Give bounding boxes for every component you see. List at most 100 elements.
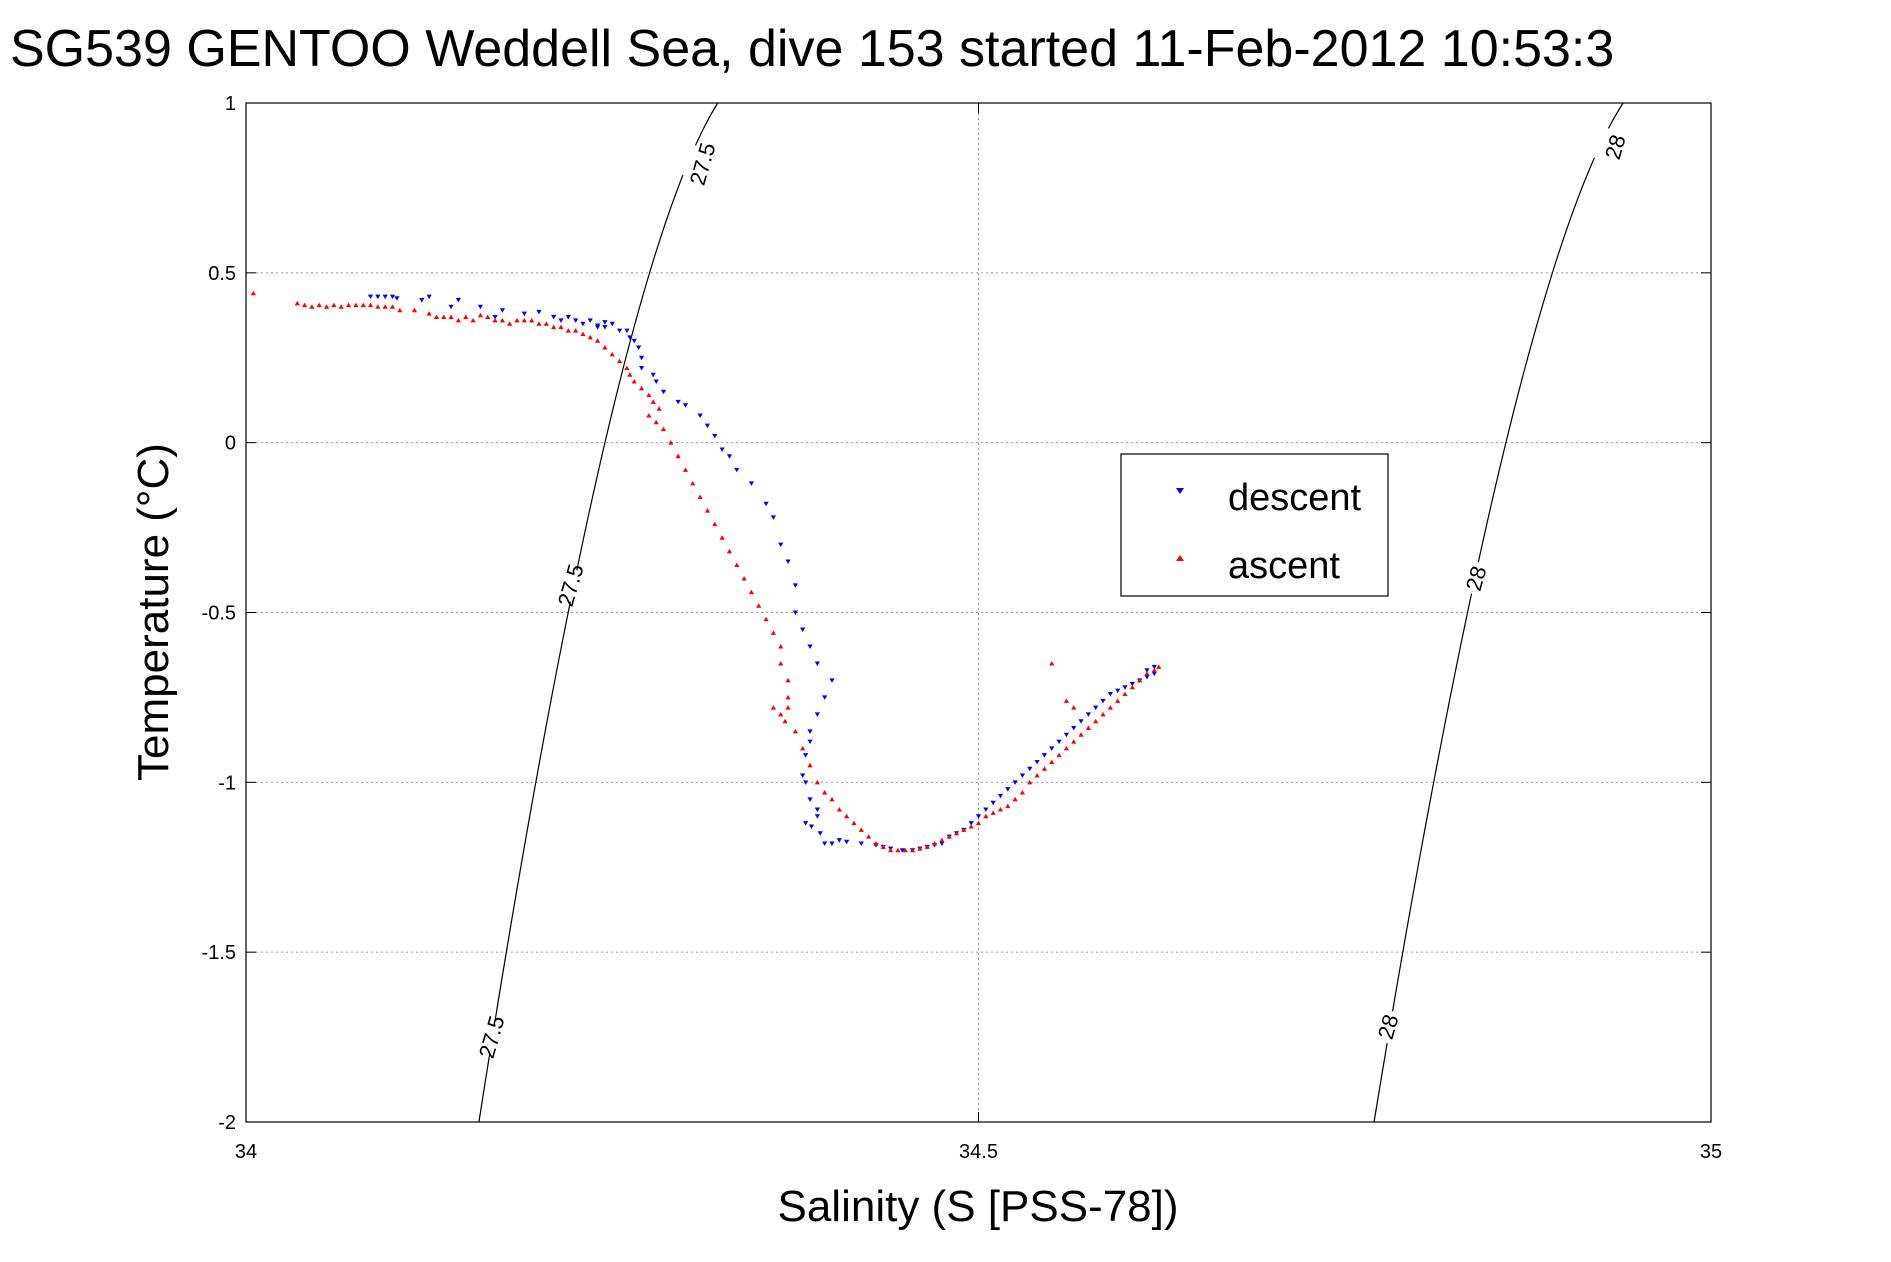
descent-point: [394, 296, 400, 301]
ascent-point: [485, 314, 491, 319]
descent-point: [1151, 664, 1157, 670]
ascent-point: [507, 321, 513, 326]
descent-point: [419, 298, 425, 303]
ascent-point: [529, 317, 535, 323]
ascent-point: [851, 820, 857, 826]
descent-point: [1107, 692, 1113, 697]
ascent-point: [448, 314, 454, 319]
descent-point: [803, 753, 809, 758]
ascent-point: [902, 847, 908, 853]
descent-point: [899, 848, 905, 853]
descent-point: [602, 320, 608, 325]
ascent-point: [382, 304, 388, 309]
descent-point: [1056, 739, 1062, 745]
ascent-point: [782, 718, 788, 724]
descent-point: [389, 294, 396, 300]
descent-point: [807, 797, 813, 802]
chart-title: SG539 GENTOO Weddell Sea, dive 153 start…: [10, 20, 1614, 78]
contour-label-bg: [1359, 1004, 1419, 1050]
descent-point: [817, 831, 823, 836]
descent-point: [829, 678, 835, 683]
descent-point: [997, 793, 1004, 799]
ascent-point: [536, 321, 542, 326]
ascent-point: [968, 823, 974, 829]
ascent-point: [646, 412, 652, 418]
y-tick-label: -1.5: [202, 942, 236, 964]
descent-point: [990, 800, 996, 806]
y-tick-label: 0.5: [208, 263, 236, 285]
ascent-point: [477, 312, 483, 318]
grid-lines: [246, 103, 1711, 1122]
ascent-point: [785, 705, 791, 710]
descent-point: [712, 433, 718, 439]
descent-point: [1122, 685, 1128, 690]
descent-point: [521, 311, 527, 317]
descent-point: [983, 807, 989, 813]
descent-point: [719, 447, 725, 452]
ascent-point: [1137, 677, 1143, 683]
ascent-point: [704, 508, 711, 513]
ascent-point: [1005, 803, 1011, 809]
ascent-point: [367, 302, 374, 308]
descent-point: [1144, 668, 1150, 673]
ascent-point: [1151, 667, 1157, 673]
descent-point: [1078, 719, 1084, 724]
ascent-point: [1049, 660, 1055, 666]
descent-point: [558, 318, 564, 323]
ascent-point: [543, 321, 549, 326]
ascent-point: [353, 302, 359, 308]
ascent-point: [895, 847, 901, 853]
ascent-point: [1019, 790, 1026, 795]
ascent-point: [844, 813, 850, 819]
descent-point: [792, 583, 798, 588]
ascent-point: [470, 317, 476, 323]
ascent-point: [917, 846, 923, 851]
descent-point: [1049, 746, 1055, 751]
legend-marker-ascent: [1176, 555, 1184, 561]
ascent-point: [653, 419, 659, 425]
y-tick-label: -0.5: [202, 603, 236, 625]
ascent-point: [1056, 752, 1062, 758]
descent-point: [1085, 712, 1091, 717]
ascent-point: [360, 302, 366, 308]
descent-point: [807, 729, 813, 734]
ascent-point: [748, 589, 755, 595]
x-axis-label: Salinity (S [PSS-78]): [777, 1182, 1178, 1231]
legend-box: [1120, 453, 1389, 597]
ascent-point: [756, 603, 762, 608]
descent-point: [631, 338, 637, 344]
ascent-point: [463, 314, 469, 319]
ascent-point: [1071, 739, 1077, 744]
ascent-point: [616, 358, 623, 364]
descent-point: [807, 644, 813, 649]
descent-point: [803, 780, 809, 785]
descent-point: [499, 308, 505, 313]
ascent-point: [433, 314, 440, 319]
descent-point: [829, 841, 835, 846]
ascent-point: [770, 705, 776, 710]
ascent-point: [858, 827, 864, 832]
ascent-point: [389, 304, 396, 309]
descent-point: [748, 481, 755, 486]
descent-point: [638, 355, 645, 361]
ascent-point: [1115, 698, 1121, 703]
ascent-point: [778, 711, 784, 717]
ascent-point: [888, 847, 894, 853]
ascent-point: [983, 813, 989, 819]
ascent-point: [726, 548, 733, 554]
ascent-point: [426, 311, 432, 316]
ascent-point: [660, 426, 667, 432]
descent-point: [814, 807, 820, 813]
ascent-point: [770, 630, 776, 635]
descent-point: [1100, 698, 1106, 704]
ascent-point: [455, 317, 462, 323]
ascent-point: [323, 304, 330, 309]
descent-point: [792, 610, 798, 615]
ascent-point: [924, 844, 930, 849]
descent-point: [822, 695, 828, 700]
ascent-point: [668, 440, 674, 445]
descent-point: [367, 294, 374, 300]
ascent-point: [316, 302, 322, 308]
descent-point: [616, 328, 623, 334]
